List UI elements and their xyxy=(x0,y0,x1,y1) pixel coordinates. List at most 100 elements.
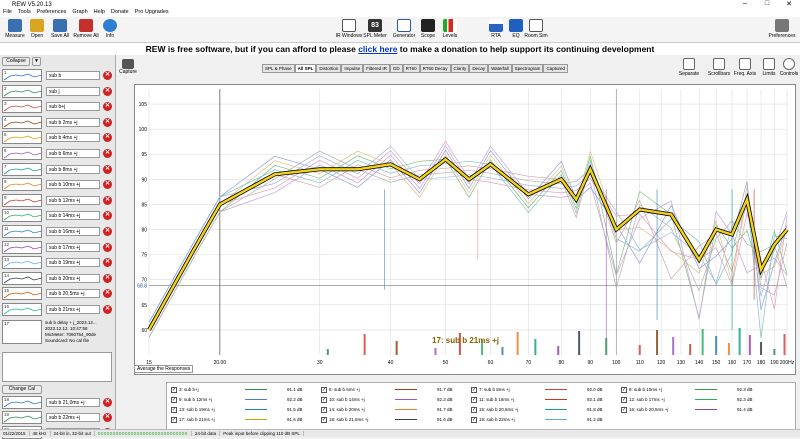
legend-checkbox[interactable]: ✓ xyxy=(471,406,477,413)
measurement-name-field[interactable]: sub b 19ms +j xyxy=(46,258,100,268)
delete-icon[interactable]: ✕ xyxy=(103,273,112,283)
tab-clarity[interactable]: Clarity xyxy=(450,64,470,73)
measurement-thumbnail[interactable]: 19 xyxy=(2,411,42,424)
measurement-row[interactable]: 19 sub b 22ms +j ✕ xyxy=(2,411,114,424)
menu-graph[interactable]: Graph xyxy=(72,9,88,15)
measurement-thumbnail[interactable]: 5 xyxy=(2,131,42,145)
measurement-thumbnail[interactable]: 17 xyxy=(2,320,42,344)
delete-icon[interactable]: ✕ xyxy=(103,289,112,299)
measurement-name-field[interactable]: sub b 20,5ms +j xyxy=(46,289,100,299)
measurement-name-field[interactable]: sub b 8ms +j xyxy=(46,164,100,174)
delete-icon[interactable]: ✕ xyxy=(103,227,112,236)
tab-spl-phase[interactable]: SPL & Phase xyxy=(262,64,295,73)
maximize-icon[interactable]: □ xyxy=(764,0,770,7)
tab-waterfall[interactable]: Waterfall xyxy=(488,64,512,73)
measurement-thumbnail[interactable]: 10 xyxy=(2,209,42,223)
measurement-name-field[interactable]: sub b 4ms +j xyxy=(46,133,100,143)
tab-rt60[interactable]: RT60 xyxy=(402,64,420,73)
minimize-icon[interactable]: – xyxy=(743,0,747,7)
measurement-row[interactable]: 3 sub b+j ✕ xyxy=(2,100,114,114)
measurement-name-field[interactable]: sub b 2ms +j xyxy=(46,117,100,127)
legend-checkbox[interactable]: ✓ xyxy=(621,386,627,393)
legend-checkbox[interactable]: ✓ xyxy=(621,396,627,403)
remove-all-button[interactable]: Remove All xyxy=(73,19,99,42)
measurement-thumbnail[interactable]: 11 xyxy=(2,225,42,238)
legend-checkbox[interactable]: ✓ xyxy=(171,406,177,413)
menu-tools[interactable]: Tools xyxy=(17,9,31,15)
rta-button[interactable]: RTA xyxy=(483,19,509,42)
measurement-name-field[interactable]: sub b 20ms +j xyxy=(46,273,100,283)
measurement-name-field[interactable]: sub b 10ms +j xyxy=(46,180,100,190)
measurement-thumbnail[interactable]: 15 xyxy=(2,287,42,301)
legend-checkbox[interactable]: ✓ xyxy=(321,416,327,423)
generator-button[interactable]: Generator xyxy=(391,19,417,42)
measurement-thumbnail[interactable]: 3 xyxy=(2,100,42,114)
delete-icon[interactable]: ✕ xyxy=(103,71,112,80)
delete-icon[interactable]: ✕ xyxy=(103,413,112,422)
spl-chart-svg[interactable]: 105 100 95 90 85 80 75 70 65 60 15 20.00 30 40 50 60 70 8… xyxy=(135,85,795,374)
controls-button[interactable]: Controls xyxy=(776,58,800,80)
close-icon[interactable]: ✕ xyxy=(786,1,792,8)
measurement-name-field[interactable]: sub b 16ms +j xyxy=(46,227,100,236)
legend-checkbox[interactable]: ✓ xyxy=(321,396,327,403)
measurement-row[interactable]: 13 sub b 19ms +j ✕ xyxy=(2,256,114,270)
measurement-row[interactable]: 15 sub b 20,5ms +j ✕ xyxy=(2,287,114,301)
legend-checkbox[interactable]: ✓ xyxy=(171,396,177,403)
delete-icon[interactable]: ✕ xyxy=(103,133,112,143)
delete-icon[interactable]: ✕ xyxy=(103,102,112,112)
delete-icon[interactable]: ✕ xyxy=(103,149,112,158)
measurement-row[interactable]: 6 sub b 6ms +j ✕ xyxy=(2,147,114,160)
ir-windows-button[interactable]: IR Windows xyxy=(336,19,362,42)
menu-help[interactable]: Help xyxy=(93,9,105,15)
average-responses-button[interactable]: Average the Responses xyxy=(134,365,194,373)
legend-checkbox[interactable]: ✓ xyxy=(321,406,327,413)
collapse-button[interactable]: Collapse xyxy=(2,57,30,66)
measurement-row[interactable]: 12 sub b 17ms +j ✕ xyxy=(2,240,114,254)
delete-icon[interactable]: ✕ xyxy=(103,164,112,174)
tab-all-spl[interactable]: All SPL xyxy=(294,64,317,73)
measurement-thumbnail[interactable]: 8 xyxy=(2,178,42,192)
measurement-thumbnail[interactable]: 14 xyxy=(2,271,42,285)
measurement-thumbnail[interactable]: 6 xyxy=(2,147,42,160)
legend-checkbox[interactable]: ✓ xyxy=(621,406,627,413)
measurement-name-field[interactable]: sub b xyxy=(46,71,100,80)
measurement-thumbnail[interactable]: 13 xyxy=(2,256,42,270)
preferences-button[interactable]: Preferences xyxy=(767,19,797,42)
measurement-row[interactable]: 8 sub b 10ms +j ✕ xyxy=(2,178,114,192)
open-button[interactable]: Open xyxy=(24,19,50,42)
measurement-thumbnail[interactable]: 1 xyxy=(2,69,42,82)
spl-meter-button[interactable]: 83 SPL Meter xyxy=(362,19,388,42)
freq-axis-button[interactable]: Freq. Axis xyxy=(732,58,758,80)
eq-button[interactable]: EQ xyxy=(503,19,529,42)
info-button[interactable]: Info xyxy=(97,19,123,42)
delete-icon[interactable]: ✕ xyxy=(103,398,112,407)
measurement-row[interactable]: 11 sub b 16ms +j ✕ xyxy=(2,225,114,238)
measurement-name-field[interactable]: sub b 6ms +j xyxy=(46,149,100,158)
measurement-row[interactable]: 18 sub b 21,0ms +j ✕ xyxy=(2,396,114,409)
measurement-name-field[interactable]: sub b 21ms +j xyxy=(46,305,100,314)
measurement-row[interactable]: 9 sub b 12ms +j ✕ xyxy=(2,193,114,207)
measurement-row[interactable]: 1 sub b ✕ xyxy=(2,69,114,82)
measurement-thumbnail[interactable]: 12 xyxy=(2,240,42,254)
measurement-row[interactable]: 5 sub b 4ms +j ✕ xyxy=(2,131,114,145)
legend-checkbox[interactable]: ✓ xyxy=(171,416,177,423)
menu-donate[interactable]: Donate xyxy=(110,9,129,15)
delete-icon[interactable]: ✕ xyxy=(103,180,112,190)
measurement-name-field[interactable]: sub b 14ms +j xyxy=(46,211,100,221)
measurement-thumbnail[interactable]: 4 xyxy=(2,115,42,129)
change-cal-button[interactable]: Change Cal xyxy=(2,385,42,394)
delete-icon[interactable]: ✕ xyxy=(103,195,112,205)
measurement-name-field[interactable]: sub j xyxy=(46,86,100,96)
measurement-row[interactable]: 2 sub j ✕ xyxy=(2,84,114,98)
tab-spectrogram[interactable]: Spectrogram xyxy=(511,64,544,73)
separate-button[interactable]: Separate xyxy=(676,58,702,80)
measurement-thumbnail[interactable]: 2 xyxy=(2,84,42,98)
measurement-name-field[interactable]: sub b+j xyxy=(46,102,100,112)
legend-checkbox[interactable]: ✓ xyxy=(471,396,477,403)
tab-rt60-decay[interactable]: RT60 Decay xyxy=(419,64,451,73)
tab-captured[interactable]: Captured xyxy=(543,64,568,73)
legend-checkbox[interactable]: ✓ xyxy=(321,386,327,393)
tab-decay[interactable]: Decay xyxy=(469,64,489,73)
notes-field[interactable] xyxy=(2,352,112,382)
scrollbars-button[interactable]: Scrollbars xyxy=(706,58,732,80)
